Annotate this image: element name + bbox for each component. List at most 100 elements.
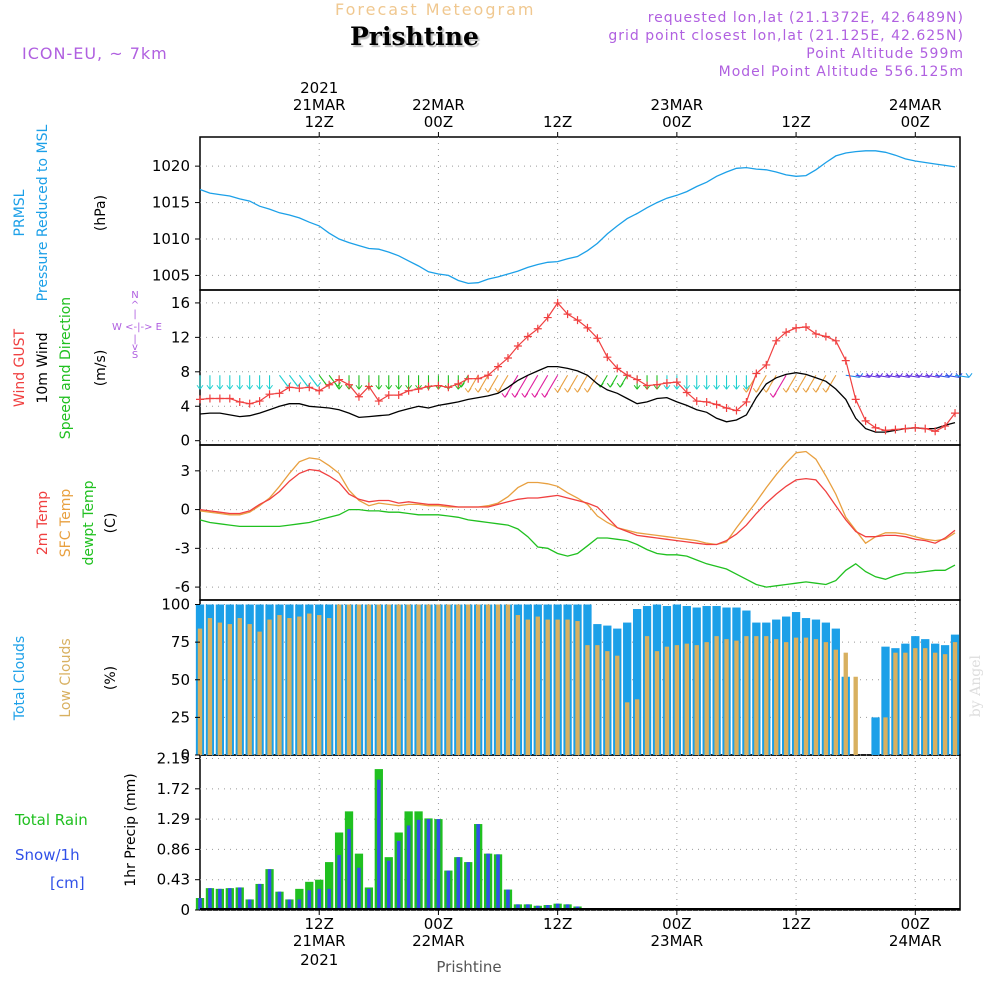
snow-bar — [327, 888, 331, 910]
gust-marker — [295, 384, 304, 393]
sfc-temp-label: SFC Temp — [58, 489, 74, 558]
total-cloud-bar — [871, 717, 880, 755]
x-tick-label: 12Z — [781, 915, 810, 933]
x-tick-label: 00Z — [901, 113, 930, 131]
low-cloud-bar — [277, 615, 282, 755]
panel-frame — [199, 444, 961, 601]
gust-marker — [265, 390, 274, 399]
snow-bar — [496, 854, 500, 910]
gust-marker — [424, 382, 433, 391]
y-tick-label: 0 — [180, 501, 190, 519]
wind-barb-head — [765, 387, 770, 393]
gust-marker — [742, 397, 751, 406]
y-tick-label: 3 — [180, 462, 190, 480]
snow-bar — [208, 888, 212, 910]
low-cloud-bar — [565, 619, 570, 755]
sfc-temp-line — [199, 450, 956, 546]
low-cloud-bar — [585, 645, 590, 755]
wind-barb-head — [822, 387, 827, 393]
wind-label: 10m Wind — [35, 332, 51, 403]
wind-barb-head — [314, 382, 319, 387]
wind-barb-head — [792, 387, 797, 393]
wind-barb-head — [504, 393, 509, 398]
wind-barb-head — [338, 384, 343, 390]
low-cloud-bar — [247, 624, 252, 755]
wind-barb-head — [755, 387, 760, 393]
wind-barb-head — [869, 373, 874, 378]
gust-marker — [792, 323, 801, 332]
snow-bar — [218, 888, 222, 910]
low-cloud-bar — [267, 619, 272, 755]
wind-barb-head — [494, 387, 499, 393]
bottom-year-label: 2021 — [300, 951, 338, 969]
low-cloud-bar — [575, 621, 580, 755]
low-cloud-bar — [744, 636, 749, 755]
y-tick-label: -6 — [175, 578, 190, 596]
wind-barb-head — [460, 382, 465, 388]
wind-barb — [925, 374, 940, 378]
gust-marker — [911, 423, 920, 432]
wind-barb-head — [574, 387, 578, 393]
rain-legend: Total Rain — [14, 811, 88, 829]
low-cloud-bar — [942, 654, 948, 755]
low-cloud-bar — [694, 645, 699, 755]
gust-marker — [821, 332, 830, 341]
wind-barb-head — [239, 384, 244, 390]
x-tick-label: 12Z — [543, 915, 572, 933]
gust-marker — [752, 369, 761, 378]
wind-barb-head — [514, 393, 519, 398]
gust-marker — [484, 371, 493, 380]
gust-marker — [563, 310, 572, 319]
gust-marker — [722, 403, 731, 412]
x-tick-label: 12Z — [781, 113, 810, 131]
wind-barb-head — [706, 384, 711, 390]
snow-bar — [347, 828, 351, 910]
gust-marker — [931, 427, 940, 436]
wind-barb-head — [395, 384, 400, 390]
wind-barb-head — [511, 393, 516, 398]
wind-rose-glyph: S — [132, 350, 138, 361]
gust-marker — [384, 391, 393, 400]
model-label: ICON-EU, ~ 7km — [22, 44, 168, 63]
wind-barb-head — [577, 387, 581, 393]
gust-marker — [583, 323, 592, 332]
wind-barb-head — [564, 387, 568, 393]
gust-marker — [941, 422, 950, 431]
low-cloud-bar — [386, 604, 391, 755]
low-cloud-bar — [485, 604, 491, 755]
gust-label: Wind GUST — [12, 328, 28, 407]
gust-marker — [593, 334, 602, 343]
gust-marker — [444, 383, 453, 392]
x-tick-label: 24MAR — [889, 932, 942, 950]
snow-bar — [297, 899, 302, 910]
dewpt-line — [199, 508, 956, 588]
gust-marker — [255, 397, 264, 406]
wind-barb-head — [487, 387, 492, 393]
gust-marker — [543, 313, 552, 322]
snow-bar — [337, 855, 341, 910]
gust-marker — [335, 375, 344, 384]
gust-marker — [762, 360, 771, 369]
low-cloud-bar — [803, 637, 809, 755]
dewpt-label: dewpt Temp — [81, 480, 97, 565]
wind-barb-head — [355, 384, 360, 390]
low-cloud-bar — [396, 604, 401, 755]
low-cloud-bar — [783, 642, 789, 755]
low-cloud-bar — [952, 642, 958, 755]
snow-bar — [426, 819, 431, 910]
snow-bar — [277, 891, 282, 910]
snow-bar — [287, 899, 292, 910]
y-tick-label: 1.29 — [157, 810, 190, 828]
wind-barb-head — [703, 384, 708, 390]
gust-marker — [345, 380, 354, 389]
wind-barb-head — [879, 373, 884, 378]
wind-barb-head — [805, 387, 810, 393]
wind-barb-head — [666, 384, 671, 390]
wind-rose-glyph: N — [131, 290, 138, 301]
wind-barb — [935, 374, 950, 378]
low-cloud-bar — [406, 604, 411, 755]
total-cloud-bar — [623, 622, 632, 755]
temp2m-line — [199, 468, 956, 546]
wind-barb-head — [454, 384, 459, 390]
low-clouds-label: Low Clouds — [58, 638, 74, 717]
